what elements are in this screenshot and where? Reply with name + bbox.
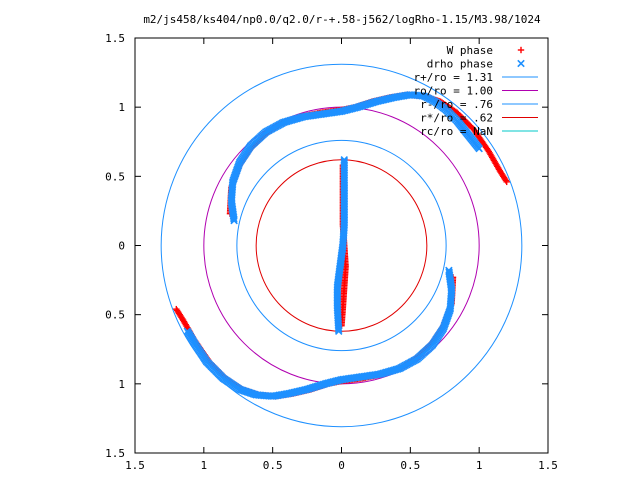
- w-phase-point: [173, 305, 180, 313]
- y-tick-label: 1: [118, 378, 125, 391]
- radius-circle-4: [236, 139, 447, 352]
- y-tick-label: 0.5: [105, 309, 125, 322]
- chart-title: m2/js458/ks404/np0.0/q2.0/r-+.58-j562/lo…: [143, 13, 541, 26]
- plot-area: [160, 63, 523, 428]
- x-tick-label: 0: [338, 459, 345, 472]
- x-tick-label: 1: [476, 459, 483, 472]
- legend-label: W phase: [447, 44, 493, 57]
- legend-label: rc/ro = NaN: [420, 125, 493, 138]
- w-phase-point: [502, 177, 510, 184]
- y-tick-label: 1: [118, 101, 125, 114]
- x-tick-label: 1.5: [125, 459, 145, 472]
- x-tick-label: 1: [201, 459, 208, 472]
- y-tick-label: 0.5: [105, 170, 125, 183]
- legend-label: drho phase: [427, 58, 493, 71]
- w-phase-point: [173, 307, 181, 314]
- drho-phase-point: [183, 327, 192, 336]
- legend-label: r+/ro = 1.31: [414, 71, 493, 84]
- drho-phase-point: [340, 155, 349, 164]
- y-tick-label: 0: [118, 240, 125, 253]
- y-tick-label: 1.5: [105, 32, 125, 45]
- x-tick-label: 0.5: [400, 459, 420, 472]
- legend-cross-marker: [517, 59, 525, 68]
- axes: 1.5 1 0.5 0 0.5 1 1.51.510.500.511.5: [105, 32, 558, 472]
- legend-label: ro/ro = 1.00: [414, 85, 493, 98]
- legend-plus-marker: [517, 46, 525, 54]
- drho-phase-point: [475, 144, 483, 153]
- legend-label: r-/ro = .76: [420, 98, 493, 111]
- x-tick-label: 1.5: [538, 459, 558, 472]
- drho-phase-point: [340, 157, 349, 166]
- radius-circle-2: [160, 63, 523, 428]
- x-tick-label: 0.5: [263, 459, 283, 472]
- y-tick-label: 1.5: [105, 447, 125, 460]
- legend-label: r*/ro = .62: [420, 112, 493, 125]
- w-phase-point: [503, 178, 510, 186]
